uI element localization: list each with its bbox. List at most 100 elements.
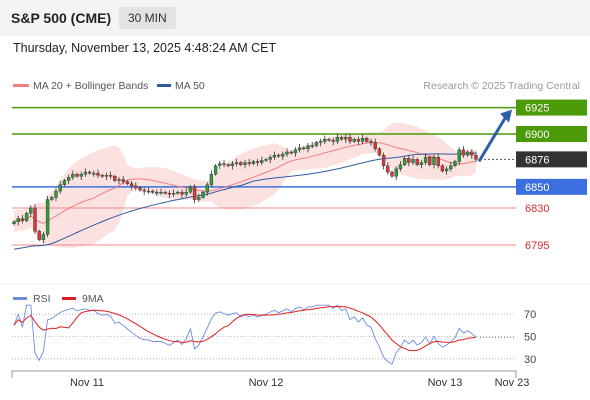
candle-body bbox=[239, 162, 243, 165]
candle-body bbox=[327, 139, 331, 141]
candle-body bbox=[222, 163, 226, 165]
level-label-6900: 6900 bbox=[525, 129, 549, 141]
candle-body bbox=[159, 191, 163, 194]
instrument-title: S&P 500 (CME) bbox=[11, 10, 112, 26]
bollinger-bands bbox=[14, 122, 476, 248]
candle-body bbox=[297, 147, 302, 151]
candle-body bbox=[423, 157, 428, 163]
candle-body bbox=[440, 165, 445, 172]
candle-body bbox=[436, 157, 440, 166]
candle-body bbox=[449, 165, 453, 170]
ma20-legend-label: MA 20 + Bollinger Bands bbox=[33, 80, 149, 92]
candle-body bbox=[243, 162, 247, 165]
candle-body bbox=[121, 179, 125, 182]
candle-body bbox=[407, 158, 411, 163]
candle-body bbox=[188, 186, 193, 193]
chart-header: S&P 500 (CME) 30 MIN bbox=[0, 0, 590, 36]
candle-body bbox=[373, 142, 377, 149]
x-tick-label: Nov 13 bbox=[428, 377, 463, 389]
candle-body bbox=[134, 185, 138, 189]
rsi-legend-swatch bbox=[13, 297, 27, 300]
candle-body bbox=[415, 159, 419, 165]
candle-body bbox=[150, 190, 155, 193]
candle-body bbox=[444, 168, 449, 172]
candle-body bbox=[146, 190, 151, 193]
candle-body bbox=[281, 153, 285, 157]
level-box-6900 bbox=[516, 126, 587, 142]
candle-body bbox=[167, 192, 172, 195]
candle-body bbox=[255, 161, 260, 163]
candle-body bbox=[113, 176, 117, 181]
candles bbox=[12, 133, 478, 244]
candle-body bbox=[310, 145, 314, 147]
candle-body bbox=[432, 157, 436, 165]
ma9-legend-swatch bbox=[62, 297, 76, 300]
moving-averages bbox=[13, 141, 477, 250]
candle-body bbox=[352, 139, 356, 142]
candle-body bbox=[37, 231, 41, 240]
ma50-legend-label: MA 50 bbox=[175, 80, 205, 92]
candle-body bbox=[348, 136, 352, 142]
candle-body bbox=[184, 191, 188, 195]
candle-body bbox=[54, 190, 58, 198]
level-label-6925: 6925 bbox=[525, 103, 549, 115]
candle-body bbox=[209, 173, 214, 185]
forecast-arrow-head bbox=[500, 109, 512, 123]
x-tick-label: Nov 23 bbox=[495, 377, 530, 389]
candle-body bbox=[100, 175, 104, 177]
candle-body bbox=[339, 136, 344, 140]
candle-body bbox=[306, 145, 310, 149]
candle-body bbox=[104, 175, 109, 177]
candle-body bbox=[365, 138, 369, 142]
candle-body bbox=[260, 160, 264, 163]
level-box-6876 bbox=[516, 151, 587, 168]
candle-body bbox=[264, 159, 268, 161]
candle-body bbox=[129, 183, 134, 187]
candle-body bbox=[41, 234, 46, 240]
forecast-arrow bbox=[477, 109, 512, 163]
level-label-6795: 6795 bbox=[525, 240, 549, 252]
candle-body bbox=[234, 162, 239, 164]
rsi-ma9-line bbox=[13, 305, 477, 352]
candle-body bbox=[29, 207, 33, 214]
x-tick-label: Nov 11 bbox=[70, 377, 104, 389]
candle-body bbox=[66, 177, 71, 181]
candle-body bbox=[360, 138, 365, 142]
credit-text: Research © 2025 Trading Central bbox=[423, 80, 580, 92]
timestamp: Thursday, November 13, 2025 4:48:24 AM C… bbox=[13, 41, 277, 55]
level-label-6850: 6850 bbox=[525, 182, 549, 194]
candle-body bbox=[218, 163, 222, 166]
level-labels: 6925 6900 6876 6850 6830 6795 bbox=[516, 99, 587, 252]
rsi-tick-70: 70 bbox=[524, 309, 536, 321]
level-label-6830: 6830 bbox=[525, 203, 549, 215]
ma50-legend-swatch bbox=[157, 84, 171, 87]
candle-body bbox=[96, 172, 100, 176]
ma9-legend-label: 9MA bbox=[82, 293, 104, 305]
candle-body bbox=[117, 179, 121, 181]
candle-body bbox=[176, 191, 180, 194]
candle-body bbox=[197, 197, 201, 200]
candle-body bbox=[377, 148, 382, 156]
candle-body bbox=[247, 162, 251, 164]
candle-body bbox=[428, 157, 432, 165]
candle-body bbox=[142, 189, 146, 192]
candle-body bbox=[268, 157, 272, 160]
candle-body bbox=[16, 218, 20, 222]
candle-body bbox=[402, 158, 407, 165]
timeframe-badge[interactable]: 30 MIN bbox=[119, 7, 176, 29]
candle-body bbox=[293, 149, 298, 154]
candle-body bbox=[398, 164, 403, 170]
candle-body bbox=[83, 171, 88, 175]
rsi-legend-label: RSI bbox=[33, 293, 51, 305]
candle-body bbox=[230, 163, 235, 166]
candle-body bbox=[394, 168, 398, 177]
candle-body bbox=[192, 186, 197, 200]
candle-body bbox=[155, 191, 159, 194]
candle-body bbox=[302, 147, 306, 150]
candle-body bbox=[45, 199, 50, 235]
candle-body bbox=[251, 161, 256, 164]
candle-body bbox=[75, 173, 79, 177]
x-tick-label: Nov 12 bbox=[249, 377, 284, 389]
candle-body bbox=[419, 162, 424, 165]
